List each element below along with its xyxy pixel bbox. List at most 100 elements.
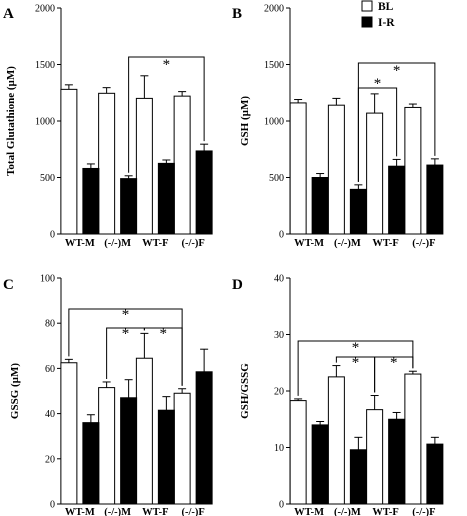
bar-bl [98,92,116,235]
bar-bl [98,387,116,505]
y-tick-label: 0 [279,500,284,511]
bar-ir [311,424,329,505]
bar-ir [120,178,138,235]
y-tick-label: 2000 [264,4,284,15]
y-tick-label: 80 [45,319,55,330]
bar-bl [173,95,191,235]
significance-star: * [122,307,130,323]
bar-ir [426,164,444,235]
y-tick-label: 20 [45,454,55,465]
x-tick-label: (-/-)F [412,238,435,249]
bar-bl [173,392,191,505]
bar-bl [60,362,78,505]
x-tick-label: (-/-)F [412,507,435,516]
y-tick-label: 30 [274,330,284,341]
x-tick-label: (-/-)M [334,238,361,249]
y-tick-label: 500 [40,173,55,184]
panel-label: D [232,277,243,293]
panel-a: A 0 500 1000 1500 2000 Total Glutathione (µM) W… [3,4,213,249]
bar-bl [135,97,153,235]
bar-ir [388,418,406,505]
significance-star: * [160,326,168,342]
x-tick-label: WT-F [142,507,168,516]
significance-bracket [357,87,398,182]
significance-bracket [374,356,414,393]
legend-swatch-ir [361,16,373,28]
y-tick-label: 0 [50,230,55,241]
bar-ir [349,449,367,505]
y-tick-label: 40 [45,409,55,420]
significance-bracket [128,56,205,173]
bar-bl [404,106,422,235]
bar-bl [327,376,345,505]
y-tick-label: 0 [279,230,284,241]
bar-ir [349,188,367,235]
legend-swatch-bl [361,0,373,12]
x-tick-label: WT-M [294,507,324,516]
bar-ir [388,165,406,235]
x-tick-label: WT-F [142,238,168,249]
x-tick-label: WT-M [294,238,324,249]
x-tick-label: (-/-)M [104,238,131,249]
bar-ir [311,177,329,235]
panel-c: C 0 20 40 60 80 100 GSSG (µM) WT-M (-/-)M WT-F (-/-… [3,274,213,516]
bar-ir [195,371,213,505]
significance-bracket [297,340,414,396]
panel-label: C [3,277,14,293]
x-tick-label: (-/-)F [181,238,204,249]
panel-label: B [232,6,242,22]
legend: BL I-R [361,0,395,29]
bar-bl [60,88,78,235]
bar-bl [289,400,307,505]
y-tick-label: 0 [50,500,55,511]
x-tick-label: WT-M [65,238,95,249]
significance-star: * [393,63,401,79]
legend-label-bl: BL [378,1,394,13]
bar-bl [366,409,384,505]
x-tick-label: (-/-)M [334,507,361,516]
y-tick-label: 10 [274,443,284,454]
y-axis-label: GSH (µM) [239,96,251,146]
bar-bl [366,112,384,235]
bar-ir [426,443,444,505]
x-tick-label: (-/-)F [181,507,204,516]
significance-star: * [352,355,360,371]
y-tick-label: 1500 [264,60,284,71]
y-tick-label: 100 [40,274,55,285]
bar-ir [120,397,138,505]
panel-label: A [3,6,14,22]
x-tick-label: WT-F [372,507,398,516]
y-tick-label: 40 [274,274,284,285]
y-tick-label: 1000 [264,117,284,128]
y-tick-label: 1500 [35,60,55,71]
bar-bl [404,373,422,505]
y-tick-label: 1000 [35,117,55,128]
panel-b: B 0 500 1000 1500 2000 GSH (µM) WT-M (-/-)M WT-F (… [232,4,444,249]
x-tick-label: WT-M [65,507,95,516]
significance-star: * [122,326,130,342]
bar-bl [327,104,345,235]
bar-ir [82,167,100,235]
bar-ir [82,422,100,505]
x-tick-label: (-/-)M [104,507,131,516]
significance-star: * [390,355,398,371]
x-tick-label: WT-F [372,238,398,249]
bar-ir [157,409,175,505]
significance-star: * [374,76,382,92]
significance-star: * [352,340,360,356]
y-axis-label: Total Glutathione (µM) [5,66,17,176]
significance-bracket [143,327,183,386]
y-axis-label: GSH/GSSG [239,363,251,419]
y-axis-label: GSSG (µM) [9,363,21,419]
bar-bl [135,357,153,505]
y-tick-label: 20 [274,387,284,398]
bar-ir [157,162,175,235]
legend-label-ir: I-R [378,17,395,29]
bar-ir [195,150,213,235]
y-tick-label: 60 [45,364,55,375]
y-tick-label: 500 [269,173,284,184]
bar-bl [289,102,307,235]
significance-star: * [163,57,171,73]
